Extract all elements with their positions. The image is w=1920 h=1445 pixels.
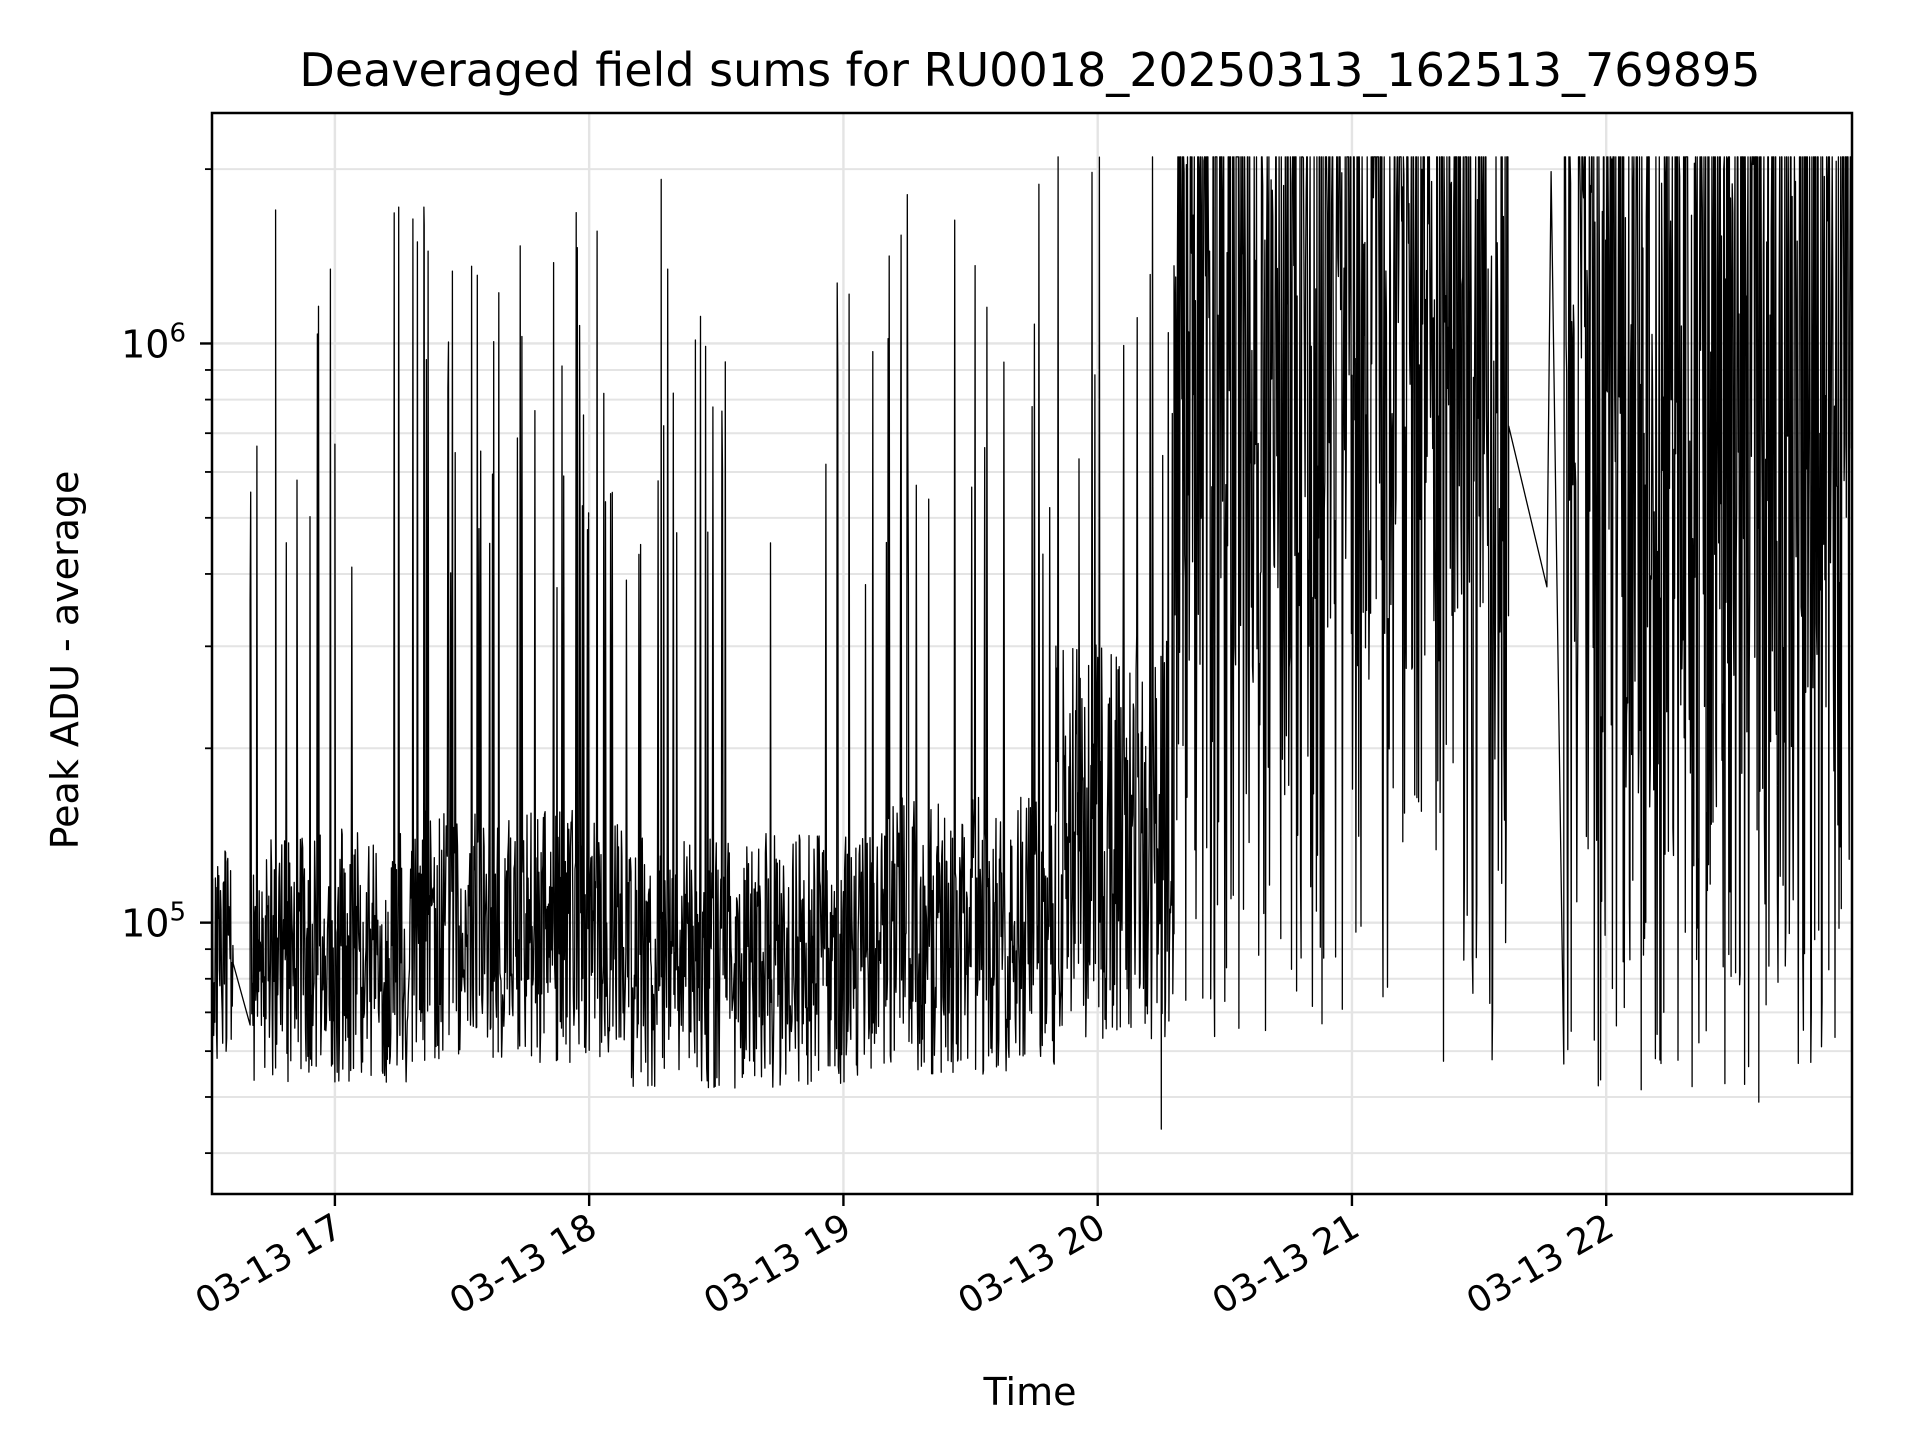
data-series — [211, 156, 1853, 1130]
series-line — [211, 156, 1853, 1130]
y-tick-exponent: 5 — [169, 898, 186, 928]
x-axis-label: Time — [983, 1370, 1077, 1414]
plot-frame — [210, 111, 1854, 1196]
y-tick-exponent: 6 — [169, 318, 186, 348]
chart-title: Deaveraged field sums for RU0018_2025031… — [299, 43, 1760, 97]
y-axis-label: Peak ADU - average — [43, 471, 87, 850]
